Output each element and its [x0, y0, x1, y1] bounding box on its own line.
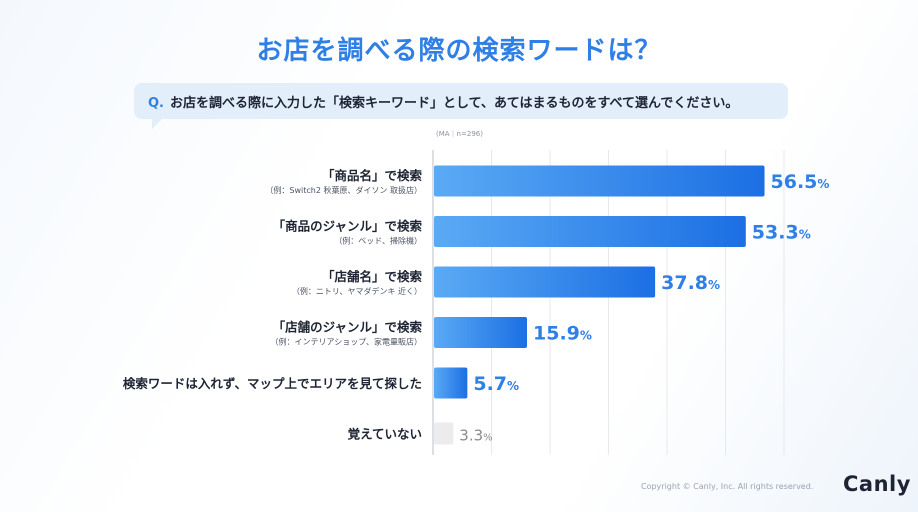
- value-label: 53.3%: [752, 222, 811, 244]
- value-label: 15.9%: [533, 323, 592, 345]
- category-label: 「商品のジャンル」で検索: [273, 219, 423, 234]
- category-label: 「商品名」で検索: [322, 168, 423, 183]
- page-title: お店を調べる際の検索ワードは？: [256, 36, 662, 66]
- value-label: 56.5%: [771, 171, 830, 193]
- bar: [434, 216, 746, 247]
- category-label: 「店舗のジャンル」で検索: [273, 320, 423, 335]
- category-label: 覚えていない: [348, 427, 422, 442]
- grid-lines: [432, 150, 785, 455]
- category-labels: 「商品名」で検索 （例：Switch2 秋葉原、ダイソン 取扱店） 「商品のジャンル…: [123, 168, 423, 442]
- question-text: お店を調べる際に入力した「検索キーワード」として、あてはまるものをすべて選んでく…: [170, 96, 739, 111]
- question-bubble: Q. お店を調べる際に入力した「検索キーワード」として、あてはまるものをすべて選ん…: [134, 83, 788, 129]
- question-prefix: Q.: [148, 96, 164, 111]
- category-sublabel: （例：ベッド、掃除機）: [334, 236, 422, 246]
- copyright-text: Copyright © Canly, Inc. All rights reser…: [641, 482, 814, 491]
- value-label: 5.7%: [473, 373, 519, 395]
- value-label: 3.3%: [459, 427, 492, 445]
- bars: 56.5% 53.3% 37.8% 15.9% 5.7% 3.3%: [434, 165, 830, 445]
- speech-bubble-tail: [152, 119, 162, 129]
- bar: [434, 367, 468, 399]
- bar: [434, 317, 528, 348]
- category-label: 「店舗名」で検索: [322, 269, 423, 284]
- category-sublabel: （例：Switch2 秋葉原、ダイソン 取扱店）: [265, 185, 422, 195]
- category-sublabel: （例：ニトリ、ヤマダデンキ 近く）: [292, 286, 422, 296]
- category-sublabel: （例：インテリアショップ、家電量販店）: [271, 337, 422, 347]
- value-label: 37.8%: [661, 272, 720, 294]
- canly-logo: Canly: [843, 472, 911, 496]
- sample-note: (MA｜n=296): [436, 130, 483, 138]
- bar: [434, 165, 765, 197]
- category-label: 検索ワードは入れず、マップ上でエリアを見て探した: [123, 376, 422, 391]
- bar: [434, 266, 656, 298]
- bar: [434, 422, 454, 445]
